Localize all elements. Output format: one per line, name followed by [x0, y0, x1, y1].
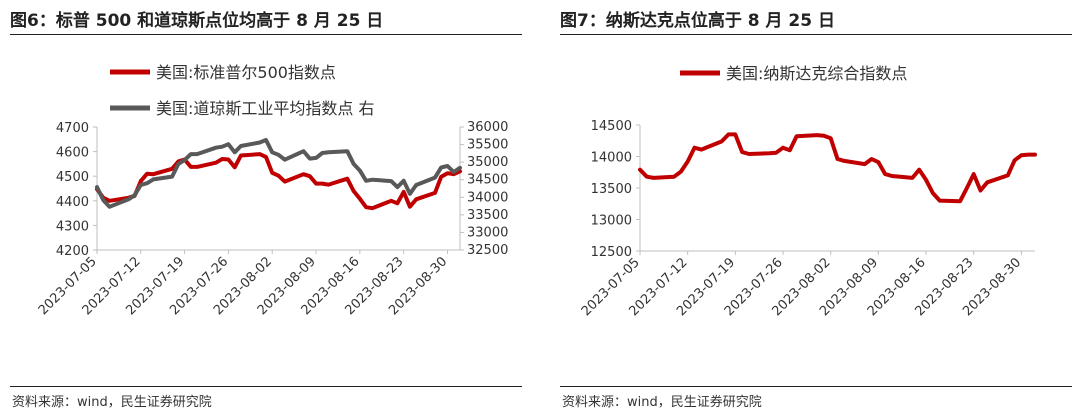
figure-6-panel: 图6：标普 500 和道琼斯点位均高于 8 月 25 日 4200 4300 440…: [0, 0, 530, 417]
y-tick-label: 4200: [56, 244, 89, 259]
figure-6-title: 图6：标普 500 和道琼斯点位均高于 8 月 25 日: [10, 11, 384, 31]
title-rule: [10, 34, 522, 35]
y-tick-label: 4600: [56, 146, 89, 161]
series-line-0: [95, 152, 462, 211]
y-tick-label: 13000: [591, 214, 632, 229]
series-line-1: [95, 138, 462, 209]
y-tick-label: 4400: [56, 195, 89, 210]
figure-7-title: 图7：纳斯达克点位高于 8 月 25 日: [560, 11, 835, 31]
y-tick-label: 4300: [56, 219, 89, 234]
series-line-0: [638, 132, 1037, 204]
y-tick-label: 12500: [591, 245, 632, 260]
y-tick-label: 13500: [591, 182, 632, 197]
y-tick-label: 14500: [591, 119, 632, 134]
y-right-tick-label: 35500: [467, 138, 508, 153]
title-rule: [560, 34, 1072, 35]
legend-label-0: 美国:标准普尔500指数点: [156, 63, 336, 82]
y-right-tick-label: 33000: [467, 225, 508, 240]
y-tick-label: 14000: [591, 151, 632, 166]
figure-7-panel: 图7：纳斯达克点位高于 8 月 25 日 12500 13000 13500 1400…: [550, 0, 1080, 417]
y-right-tick-label: 33500: [467, 208, 508, 223]
y-right-tick-label: 35000: [467, 155, 508, 170]
y-right-tick-label: 32500: [467, 243, 508, 258]
source-rule: [560, 386, 1072, 387]
sp500-dow-chart: 4200 4300 4400 4500 4600 4700 32500 33000 33500 3…: [36, 63, 509, 318]
y-right-tick-label: 36000: [467, 120, 508, 135]
figure-6-source: 资料来源：wind，民生证券研究院: [12, 395, 212, 410]
y-right-tick-label: 34000: [467, 190, 508, 205]
figure-7-source: 资料来源：wind，民生证券研究院: [562, 395, 762, 410]
source-rule: [10, 386, 522, 387]
legend-label-1: 美国:道琼斯工业平均指数点 右: [156, 99, 374, 118]
y-right-tick-label: 34500: [467, 173, 508, 188]
y-tick-label: 4700: [56, 121, 89, 136]
nasdaq-chart: 12500130001350014000145002023-07-052023-…: [579, 64, 1037, 319]
y-tick-label: 4500: [56, 170, 89, 185]
legend-label-0: 美国:纳斯达克综合指数点: [726, 64, 907, 83]
